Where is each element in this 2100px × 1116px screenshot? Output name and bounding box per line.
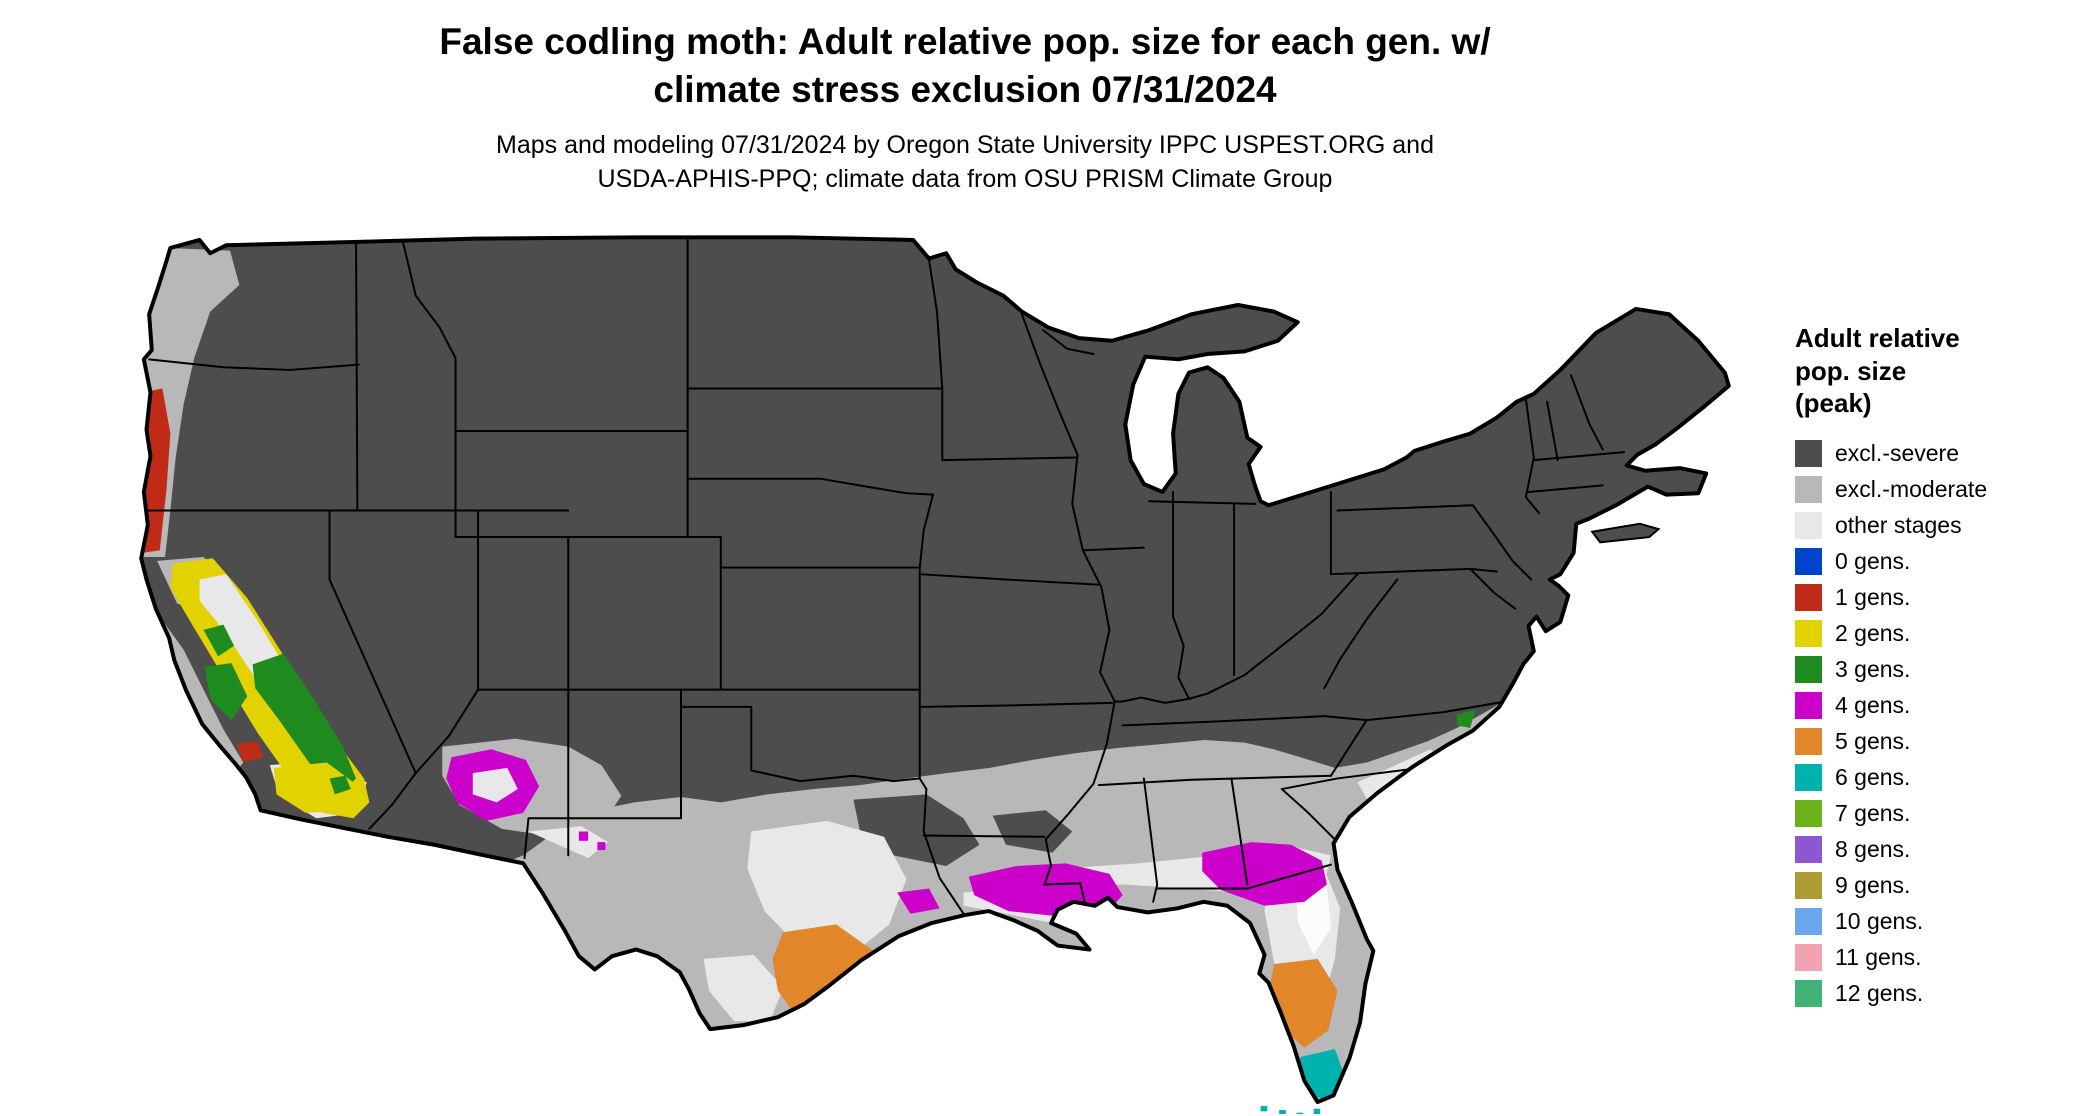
region-socal-2gens	[273, 762, 359, 813]
us-landmass	[141, 237, 1729, 1103]
title-line-2: climate stress exclusion 07/31/2024	[653, 69, 1277, 111]
region-nla-severe-patch	[992, 810, 1073, 853]
region-wa-0gens-dot	[133, 257, 141, 265]
legend-label: 2 gens.	[1835, 620, 1911, 646]
legend-item: 12 gens.	[1795, 976, 2095, 1012]
region-sierra-foothills-3gens	[252, 653, 357, 795]
legend-label: 0 gens.	[1835, 548, 1911, 574]
legend-item: excl.-moderate	[1795, 472, 2095, 508]
legend-item: 1 gens.	[1795, 580, 2095, 616]
region-socal-1gens-speck	[236, 741, 264, 763]
title-line-1: False codling moth: Adult relative pop. …	[439, 21, 1491, 62]
legend-item: 6 gens.	[1795, 760, 2095, 796]
legend-swatch	[1795, 764, 1822, 791]
long-island	[1590, 522, 1661, 544]
legend-swatch	[1795, 872, 1822, 899]
us-map-svg	[132, 235, 1731, 1114]
legend-label: 11 gens.	[1835, 944, 1922, 970]
region-fl-panhandle-4gens	[1202, 842, 1327, 906]
region-florida-white-patch	[1295, 884, 1331, 955]
region-arizona-core-other	[472, 767, 518, 803]
region-south-texas-other	[703, 954, 784, 1022]
subtitle-line-1: Maps and modeling 07/31/2024 by Oregon S…	[496, 131, 1434, 160]
legend-label: excl.-severe	[1835, 440, 1959, 466]
legend-heading-line-2: pop. size	[1795, 355, 1907, 386]
map-header: False codling moth: Adult relative pop. …	[0, 18, 1930, 196]
legend-item: 9 gens.	[1795, 868, 2095, 904]
region-tx-coast-4gens	[897, 888, 940, 914]
legend-item: 4 gens.	[1795, 688, 2095, 724]
region-nm-4gens-speck2	[597, 842, 606, 851]
legend-item: 3 gens.	[1795, 652, 2095, 688]
legend-swatch	[1795, 800, 1822, 827]
legend-label: 1 gens.	[1835, 584, 1911, 610]
legend-swatch	[1795, 512, 1822, 539]
legend-swatch	[1795, 944, 1822, 971]
legend-swatch	[1795, 620, 1822, 647]
legend-heading-line-1: Adult relative	[1795, 323, 1960, 353]
legend-label: 9 gens.	[1835, 872, 1911, 898]
legend-swatch	[1795, 440, 1822, 467]
region-central-texas-other	[747, 820, 907, 959]
legend-label: excl.-moderate	[1835, 476, 1988, 502]
legend-item: 11 gens.	[1795, 940, 2095, 976]
legend-swatch	[1795, 476, 1822, 503]
legend-label: 5 gens.	[1835, 728, 1911, 754]
region-delta-3gens	[203, 624, 235, 657]
legend-label: other stages	[1835, 512, 1962, 538]
us-outline	[139, 235, 1731, 1105]
legend-item: 2 gens.	[1795, 616, 2095, 652]
region-central-coast-3gens	[204, 663, 248, 721]
legend-item: 5 gens.	[1795, 724, 2095, 760]
legend-label: 8 gens.	[1835, 836, 1911, 862]
region-ca-coast-moderate	[159, 616, 244, 779]
legend-item: 10 gens.	[1795, 904, 2095, 940]
page-title: False codling moth: Adult relative pop. …	[0, 18, 1930, 114]
region-socal-3gens-speck	[329, 775, 351, 795]
legend-label: 6 gens.	[1835, 764, 1911, 790]
region-nc-coast-3gens	[1456, 709, 1476, 729]
legend-swatch	[1795, 584, 1822, 611]
page-subtitle: Maps and modeling 07/31/2024 by Oregon S…	[0, 128, 1930, 196]
legend-items: excl.-severe excl.-moderate other stages…	[1795, 436, 2095, 1012]
region-wa-0gens-dot2	[132, 288, 140, 296]
legend-swatch	[1795, 692, 1822, 719]
legend-swatch	[1795, 548, 1822, 575]
region-pnw-moderate	[141, 245, 240, 557]
legend-item: excl.-severe	[1795, 436, 2095, 472]
legend-item: 8 gens.	[1795, 832, 2095, 868]
legend-label: 10 gens.	[1835, 908, 1924, 934]
legend-heading-line-3: (peak)	[1795, 388, 1872, 418]
legend-label: 7 gens.	[1835, 800, 1911, 826]
legend-item: other stages	[1795, 508, 2095, 544]
legend-label: 3 gens.	[1835, 656, 1911, 682]
legend-swatch	[1795, 656, 1822, 683]
region-nm-4gens-speck	[578, 831, 589, 841]
legend-heading: Adult relative pop. size (peak)	[1795, 322, 2095, 420]
map-legend: Adult relative pop. size (peak) excl.-se…	[1795, 322, 2095, 1012]
florida-keys-6gens	[1260, 1106, 1321, 1114]
legend-item: 7 gens.	[1795, 796, 2095, 832]
state-borders	[141, 238, 1626, 915]
legend-swatch	[1795, 836, 1822, 863]
legend-label: 12 gens.	[1835, 980, 1924, 1006]
subtitle-line-2: USDA-APHIS-PPQ; climate data from OSU PR…	[597, 165, 1333, 194]
us-map	[118, 232, 1748, 1114]
legend-swatch	[1795, 908, 1822, 935]
legend-item: 0 gens.	[1795, 544, 2095, 580]
legend-label: 4 gens.	[1835, 692, 1911, 718]
legend-swatch	[1795, 980, 1822, 1007]
legend-swatch	[1795, 728, 1822, 755]
